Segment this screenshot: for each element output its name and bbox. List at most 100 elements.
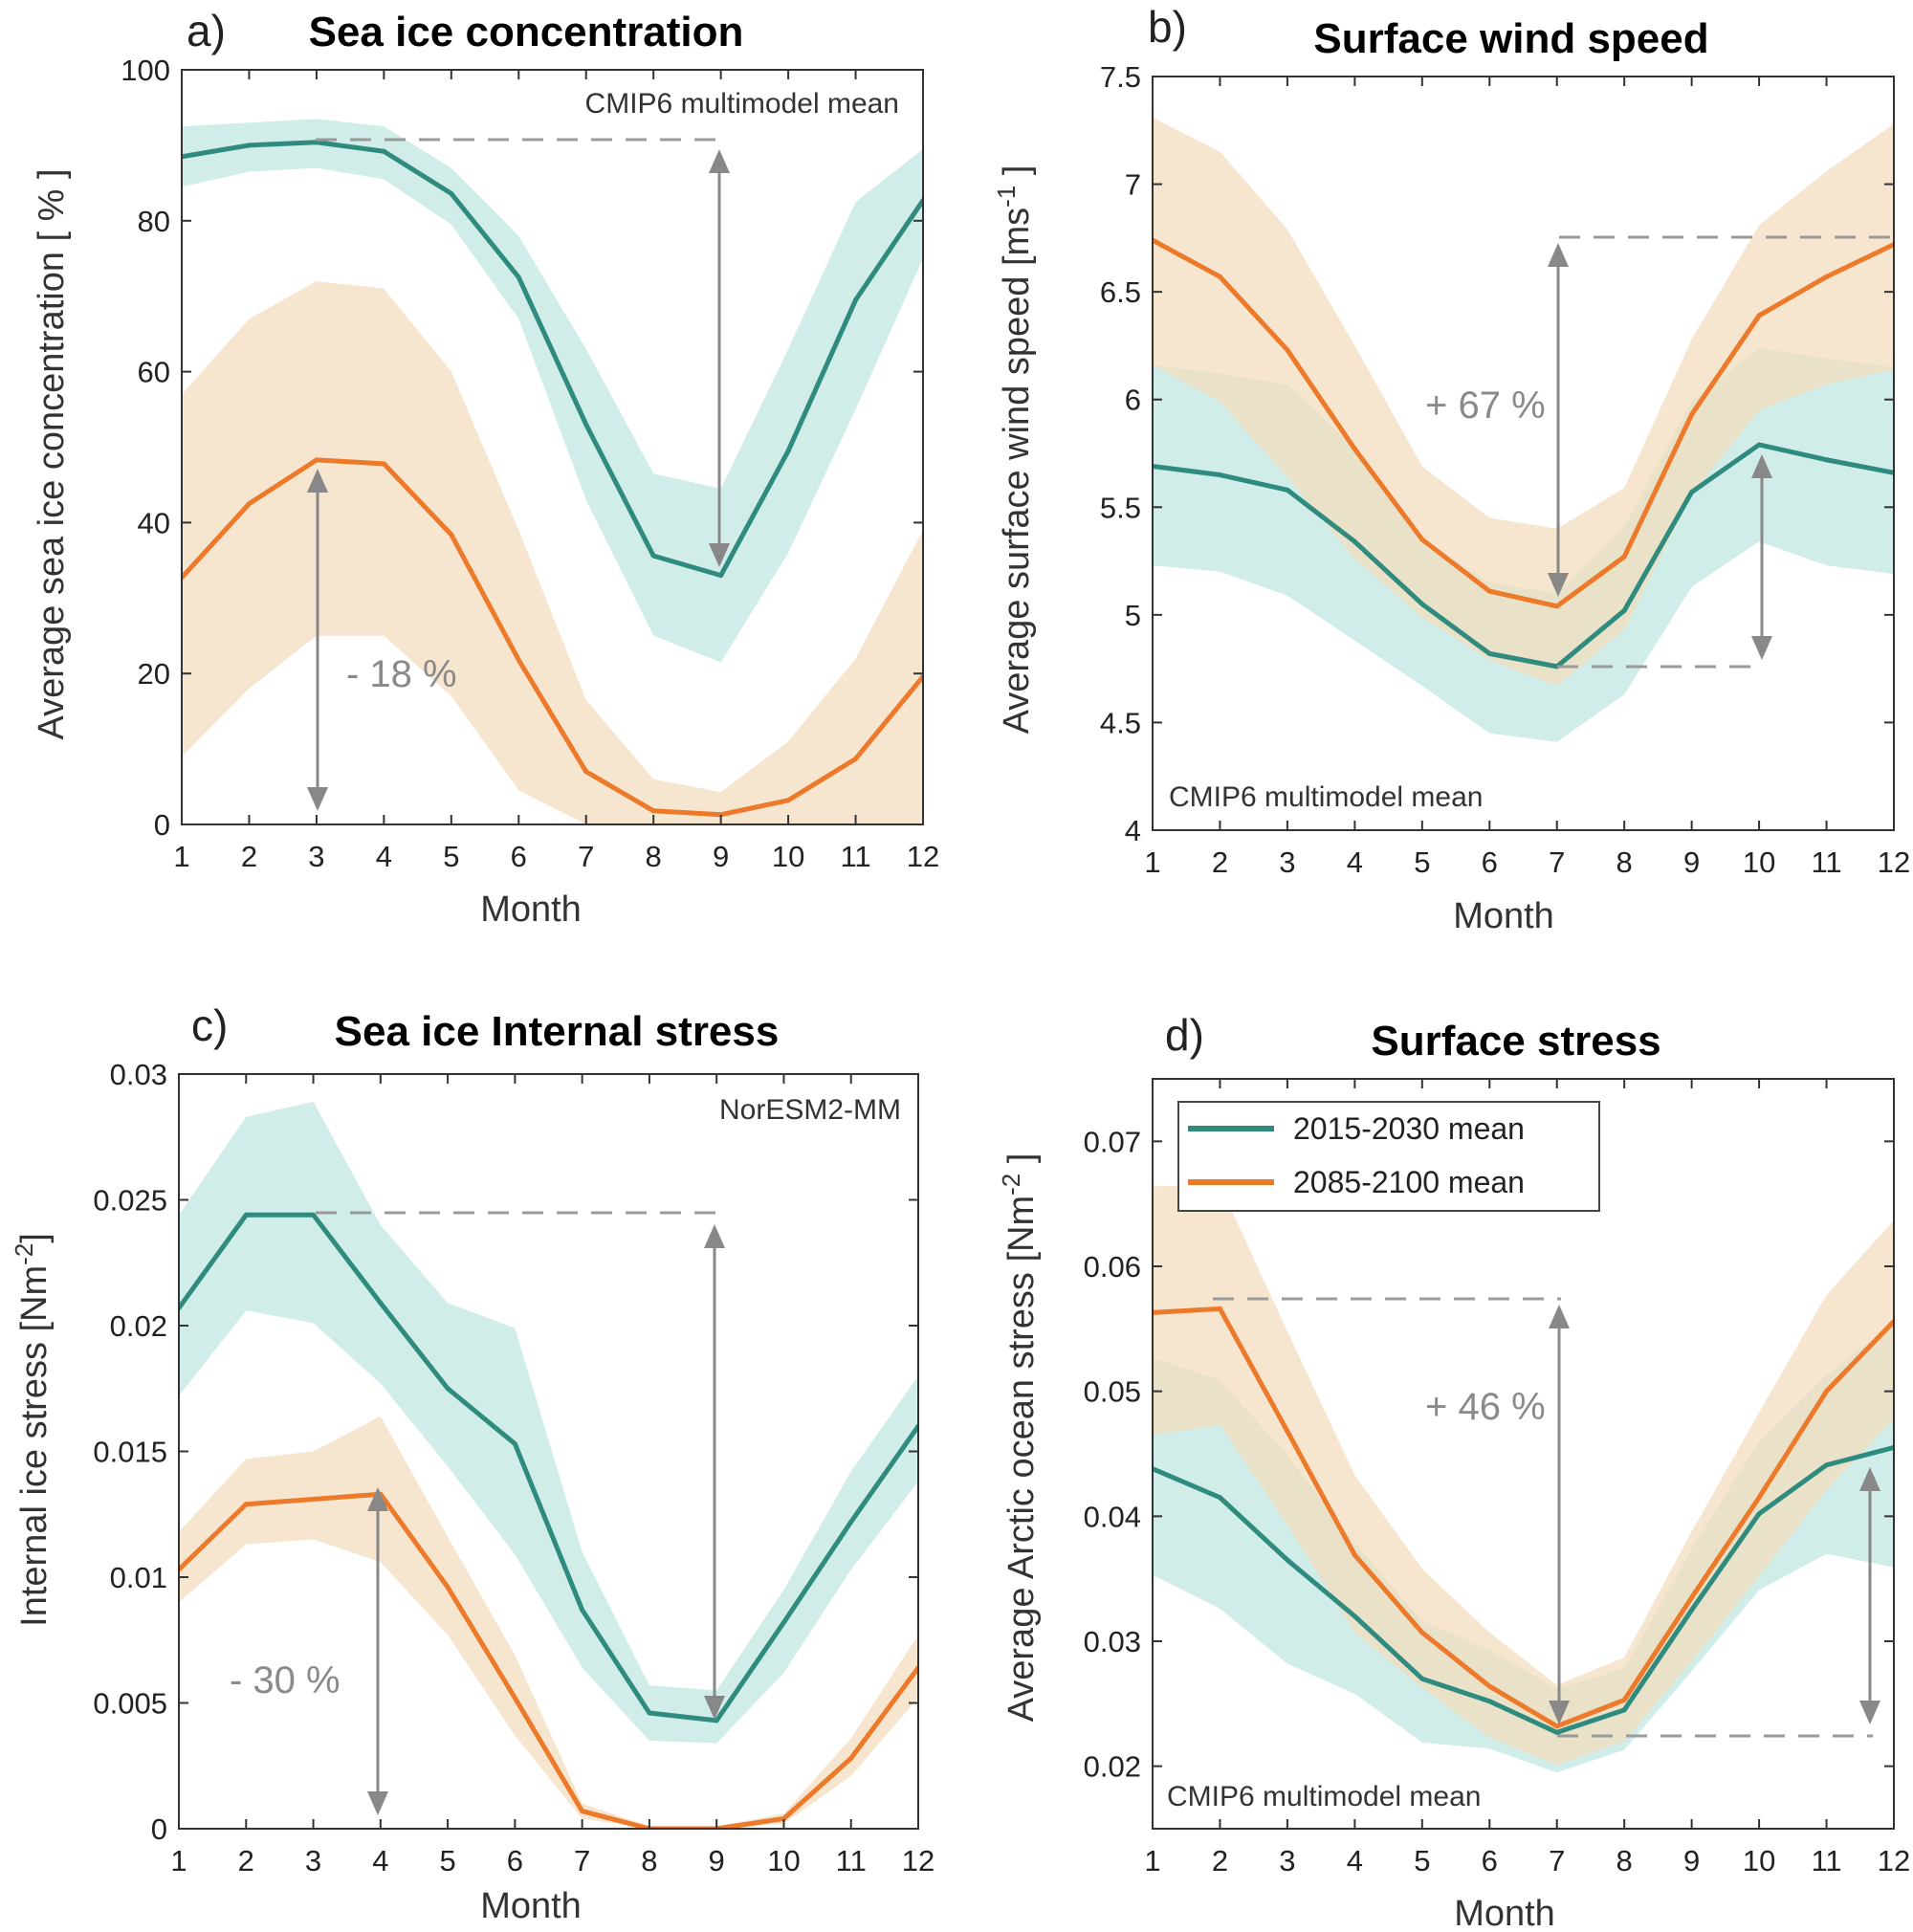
data-point-orange <box>1756 313 1762 318</box>
change-annotation-d: + 46 % <box>1425 1386 1546 1428</box>
x-tick-label: 2 <box>1212 1844 1228 1877</box>
data-point-orange <box>1285 1428 1290 1434</box>
y-tick-label: 0.005 <box>93 1687 167 1721</box>
data-point-orange <box>246 501 252 507</box>
plot-area-b <box>1152 76 1895 831</box>
chart-title-b: Surface wind speed <box>1313 15 1708 62</box>
data-point-teal <box>243 1212 249 1218</box>
data-point-teal <box>1824 1462 1830 1468</box>
y-axis-label-b: Average surface wind speed [ms-1 ] <box>992 165 1037 735</box>
x-axis-label-d: Month <box>1454 1894 1555 1932</box>
x-tick-label: 4 <box>376 840 392 873</box>
legend: 2015-2030 mean 2085-2100 mean <box>1177 1101 1600 1212</box>
x-tick-label: 12 <box>907 840 939 873</box>
data-point-teal <box>1756 442 1762 448</box>
panel-label-b: b) <box>1148 2 1187 52</box>
x-tick-label: 10 <box>772 840 804 873</box>
data-point-teal <box>1486 650 1492 656</box>
x-tick-label: 4 <box>1347 845 1363 879</box>
data-point-teal <box>853 297 859 303</box>
arrowhead-up-a2 <box>307 469 328 493</box>
x-tick-label: 10 <box>767 1844 800 1877</box>
x-tick-label: 9 <box>709 1844 725 1877</box>
data-point-teal <box>583 422 589 428</box>
y-tick-label: 0.02 <box>1084 1750 1141 1784</box>
change-annotation-b: + 67 % <box>1425 384 1546 427</box>
bands-a <box>182 119 923 824</box>
y-axis-label-d-end: ] <box>1001 1153 1042 1174</box>
arrowhead-up-b1 <box>1548 243 1569 267</box>
data-point-orange <box>580 1809 585 1814</box>
x-tick-label: 12 <box>1878 845 1910 879</box>
x-tick-label: 1 <box>1144 1844 1160 1877</box>
x-tick-label: 7 <box>1549 1844 1565 1877</box>
data-point-orange <box>1756 1495 1762 1501</box>
y-axis-label-c: Internal ice stress [Nm-2] <box>10 1233 55 1627</box>
y-axis-label-d-sup: -2 <box>997 1174 1025 1196</box>
y-axis-label-a: Average sea ice concentration [ % ] <box>32 168 72 739</box>
x-tick-label: 7 <box>574 1844 590 1877</box>
y-axis-label-b-main: Average surface wind speed [ms <box>997 208 1037 735</box>
data-point-teal <box>650 553 656 559</box>
data-point-orange <box>1621 1697 1627 1702</box>
data-point-orange <box>1824 1389 1830 1394</box>
data-point-orange <box>1621 554 1627 560</box>
data-point-teal <box>311 1212 317 1218</box>
change-indicator-b <box>1548 235 1897 669</box>
data-point-orange <box>1419 1630 1425 1636</box>
x-tick-label: 10 <box>1743 845 1775 879</box>
data-point-orange <box>1217 274 1222 279</box>
data-point-teal <box>1352 538 1357 544</box>
x-tick-label: 1 <box>173 840 189 873</box>
y-tick-label: 4 <box>1125 814 1141 847</box>
x-tick-label: 8 <box>646 840 662 873</box>
y-tick-label: 5 <box>1125 599 1141 632</box>
bands-b <box>1153 117 1894 742</box>
panel-label-a: a) <box>187 6 226 55</box>
data-point-orange <box>445 1585 451 1591</box>
change-indicator-a <box>307 138 730 811</box>
change-annotation-c: - 30 % <box>230 1659 341 1701</box>
panel-label-d: d) <box>1165 1010 1204 1060</box>
data-point-teal <box>1554 1729 1560 1735</box>
change-indicator-c <box>316 1211 725 1815</box>
legend-entry-2: 2085-2100 mean <box>1293 1165 1525 1199</box>
series-line-orange <box>182 457 923 818</box>
y-axis-label-b-end: ] <box>997 165 1037 186</box>
series-line-teal <box>1153 1445 1894 1735</box>
data-point-orange <box>1486 1683 1492 1689</box>
y-tick-label: 0.015 <box>93 1436 167 1469</box>
axes-frame-a <box>181 69 924 825</box>
uncertainty-band-orange <box>1153 1185 1894 1766</box>
data-point-teal <box>1419 1676 1425 1681</box>
data-point-orange <box>853 756 859 761</box>
data-point-teal <box>1217 472 1222 478</box>
x-tick-label: 4 <box>1347 1844 1363 1877</box>
chart-title-c: Sea ice Internal stress <box>335 1008 780 1055</box>
bands-d <box>1153 1185 1894 1773</box>
y-axis-label-c-main: Internal ice stress [Nm <box>14 1265 55 1627</box>
y-tick-label: 0.03 <box>110 1058 167 1091</box>
data-point-orange <box>1285 347 1290 353</box>
y-tick-label: 0.07 <box>1084 1125 1141 1158</box>
arrowhead-down-c2 <box>367 1791 388 1815</box>
data-point-orange <box>785 798 791 803</box>
y-tick-label: 0.03 <box>1084 1625 1141 1658</box>
data-point-teal <box>1689 1607 1695 1613</box>
series-line-teal <box>179 1212 918 1723</box>
y-axis-label-c-sup: -2 <box>10 1243 38 1265</box>
x-tick-label: 11 <box>1811 1844 1841 1877</box>
data-point-teal <box>445 1386 451 1392</box>
chart-title-d: Surface stress <box>1371 1018 1660 1065</box>
panel-b-surface-wind-speed: b) Surface wind speed 4 4.5 5 5.5 6 6.5 7 7.5 1… <box>992 2 1910 936</box>
x-ticks-b: 1 2 3 4 5 6 7 8 9 10 11 12 <box>1144 77 1910 879</box>
x-tick-label: 12 <box>1878 1844 1910 1877</box>
data-point-orange <box>1824 274 1830 279</box>
x-tick-label: 9 <box>1683 845 1700 879</box>
data-point-teal <box>1285 487 1290 493</box>
y-tick-label: 0.025 <box>93 1184 167 1218</box>
y-tick-label: 20 <box>138 657 170 691</box>
series-line-orange <box>1153 237 1894 609</box>
arrowhead-down-a2 <box>307 787 328 811</box>
x-tick-label: 9 <box>1683 1844 1700 1877</box>
